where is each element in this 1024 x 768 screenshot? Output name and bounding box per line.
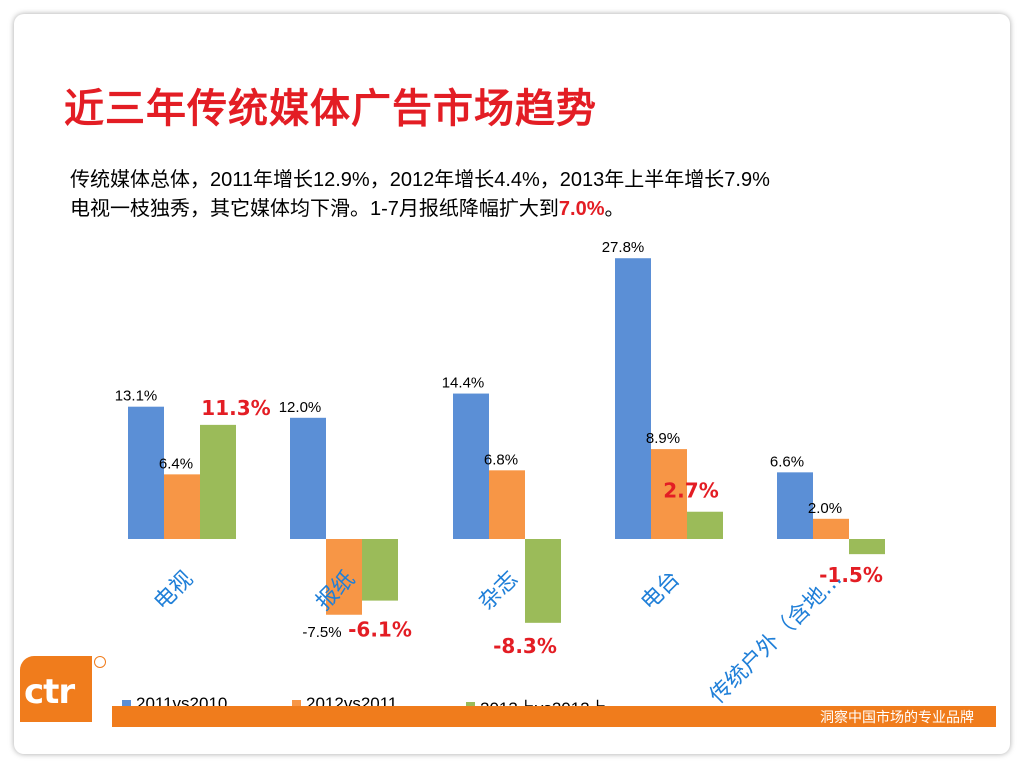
ctr-logo: ctr <box>20 656 92 722</box>
data-label-s2-c4: 8.9% <box>646 430 680 447</box>
bar-s2-c4 <box>651 449 687 539</box>
page-title: 近三年传统媒体广告市场趋势 <box>64 86 597 132</box>
bar-s1-c5 <box>777 472 813 539</box>
subtitle: 传统媒体总体，2011年增长12.9%，2012年增长4.4%，2013年上半年… <box>70 166 770 224</box>
bar-s1-c3 <box>453 393 489 539</box>
bar-s2-c2 <box>326 539 362 615</box>
bar-s1-c2 <box>290 417 326 539</box>
category-label-4: 电台 <box>636 567 685 616</box>
subtitle-highlight: 7.0% <box>558 198 605 220</box>
registered-mark-icon <box>94 656 106 668</box>
data-label-s2-c2: -7.5% <box>302 624 341 641</box>
data-label-s1-c5: 6.6% <box>770 453 804 470</box>
data-label-s1-c3: 14.4% <box>442 375 485 392</box>
data-label-s3-c4: 2.7% <box>663 479 718 503</box>
data-label-s1-c1: 13.1% <box>115 388 158 405</box>
logo-text: ctr <box>24 672 75 712</box>
legend-swatch-2 <box>292 699 301 709</box>
data-label-s1-c4: 27.8% <box>602 239 645 256</box>
bar-s2-c1 <box>164 474 200 539</box>
bar-s1-c1 <box>128 406 164 539</box>
category-label-3: 杂志 <box>474 567 523 616</box>
data-label-s3-c1: 11.3% <box>201 396 270 420</box>
data-label-s3-c2: -6.1% <box>348 618 412 642</box>
data-label-s3-c3: -8.3% <box>493 634 557 658</box>
subtitle-line-2-text: 电视一枝独秀，其它媒体均下滑。1-7月报纸降幅扩大到 <box>70 198 559 220</box>
legend-swatch-1 <box>122 699 131 709</box>
slide: 近三年传统媒体广告市场趋势 传统媒体总体，2011年增长12.9%，2012年增… <box>14 14 1010 754</box>
category-label-1: 电视 <box>149 567 198 616</box>
bar-s3-c4 <box>687 511 723 539</box>
data-label-s1-c2: 12.0% <box>279 399 322 416</box>
bar-s2-c5 <box>813 518 849 539</box>
subtitle-line-2: 电视一枝独秀，其它媒体均下滑。1-7月报纸降幅扩大到7.0%。 <box>70 195 770 224</box>
data-label-s3-c5: -1.5% <box>819 563 883 587</box>
bar-s2-c3 <box>489 470 525 539</box>
bar-s1-c4 <box>615 258 651 539</box>
footer-bar: 洞察中国市场的专业品牌 <box>112 706 996 727</box>
data-label-s2-c3: 6.8% <box>484 451 518 468</box>
category-label-5: 传统户外（含地… <box>705 567 847 709</box>
data-label-s2-c5: 2.0% <box>808 500 842 517</box>
bar-s3-c5 <box>849 539 885 555</box>
data-label-s2-c1: 6.4% <box>159 455 193 472</box>
bar-s3-c1 <box>200 424 236 539</box>
bar-s3-c2 <box>362 539 398 601</box>
bar-s3-c3 <box>525 539 561 623</box>
subtitle-line-1: 传统媒体总体，2011年增长12.9%，2012年增长4.4%，2013年上半年… <box>70 169 770 191</box>
subtitle-line-2-end: 。 <box>604 198 625 220</box>
footer-tagline: 洞察中国市场的专业品牌 <box>820 710 974 726</box>
